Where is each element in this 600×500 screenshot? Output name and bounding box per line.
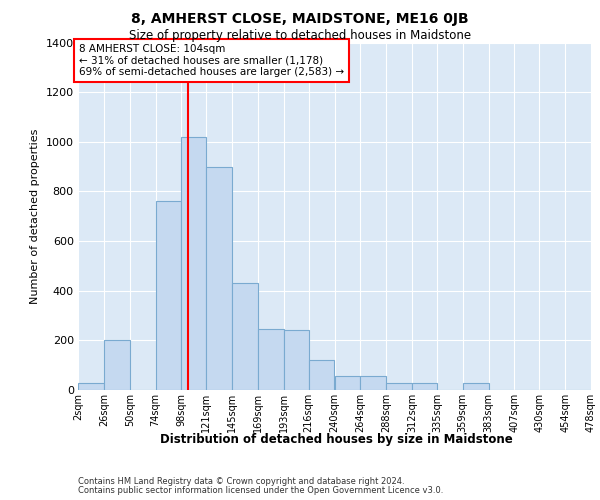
Text: Distribution of detached houses by size in Maidstone: Distribution of detached houses by size … xyxy=(160,432,512,446)
Bar xyxy=(335,376,361,390)
Bar xyxy=(284,330,308,390)
Bar xyxy=(155,202,181,390)
Text: Contains HM Land Registry data © Crown copyright and database right 2024.: Contains HM Land Registry data © Crown c… xyxy=(78,477,404,486)
Bar xyxy=(258,329,284,390)
Bar xyxy=(386,382,412,390)
Bar xyxy=(206,166,232,390)
Bar xyxy=(412,382,437,390)
Text: Contains public sector information licensed under the Open Government Licence v3: Contains public sector information licen… xyxy=(78,486,443,495)
Bar xyxy=(463,382,488,390)
Bar xyxy=(78,382,104,390)
Y-axis label: Number of detached properties: Number of detached properties xyxy=(30,128,40,304)
Bar xyxy=(104,340,130,390)
Bar xyxy=(361,376,386,390)
Bar xyxy=(232,284,258,390)
Text: Size of property relative to detached houses in Maidstone: Size of property relative to detached ho… xyxy=(129,29,471,42)
Text: 8 AMHERST CLOSE: 104sqm
← 31% of detached houses are smaller (1,178)
69% of semi: 8 AMHERST CLOSE: 104sqm ← 31% of detache… xyxy=(79,44,344,77)
Text: 8, AMHERST CLOSE, MAIDSTONE, ME16 0JB: 8, AMHERST CLOSE, MAIDSTONE, ME16 0JB xyxy=(131,12,469,26)
Bar xyxy=(181,137,206,390)
Bar xyxy=(308,360,335,390)
